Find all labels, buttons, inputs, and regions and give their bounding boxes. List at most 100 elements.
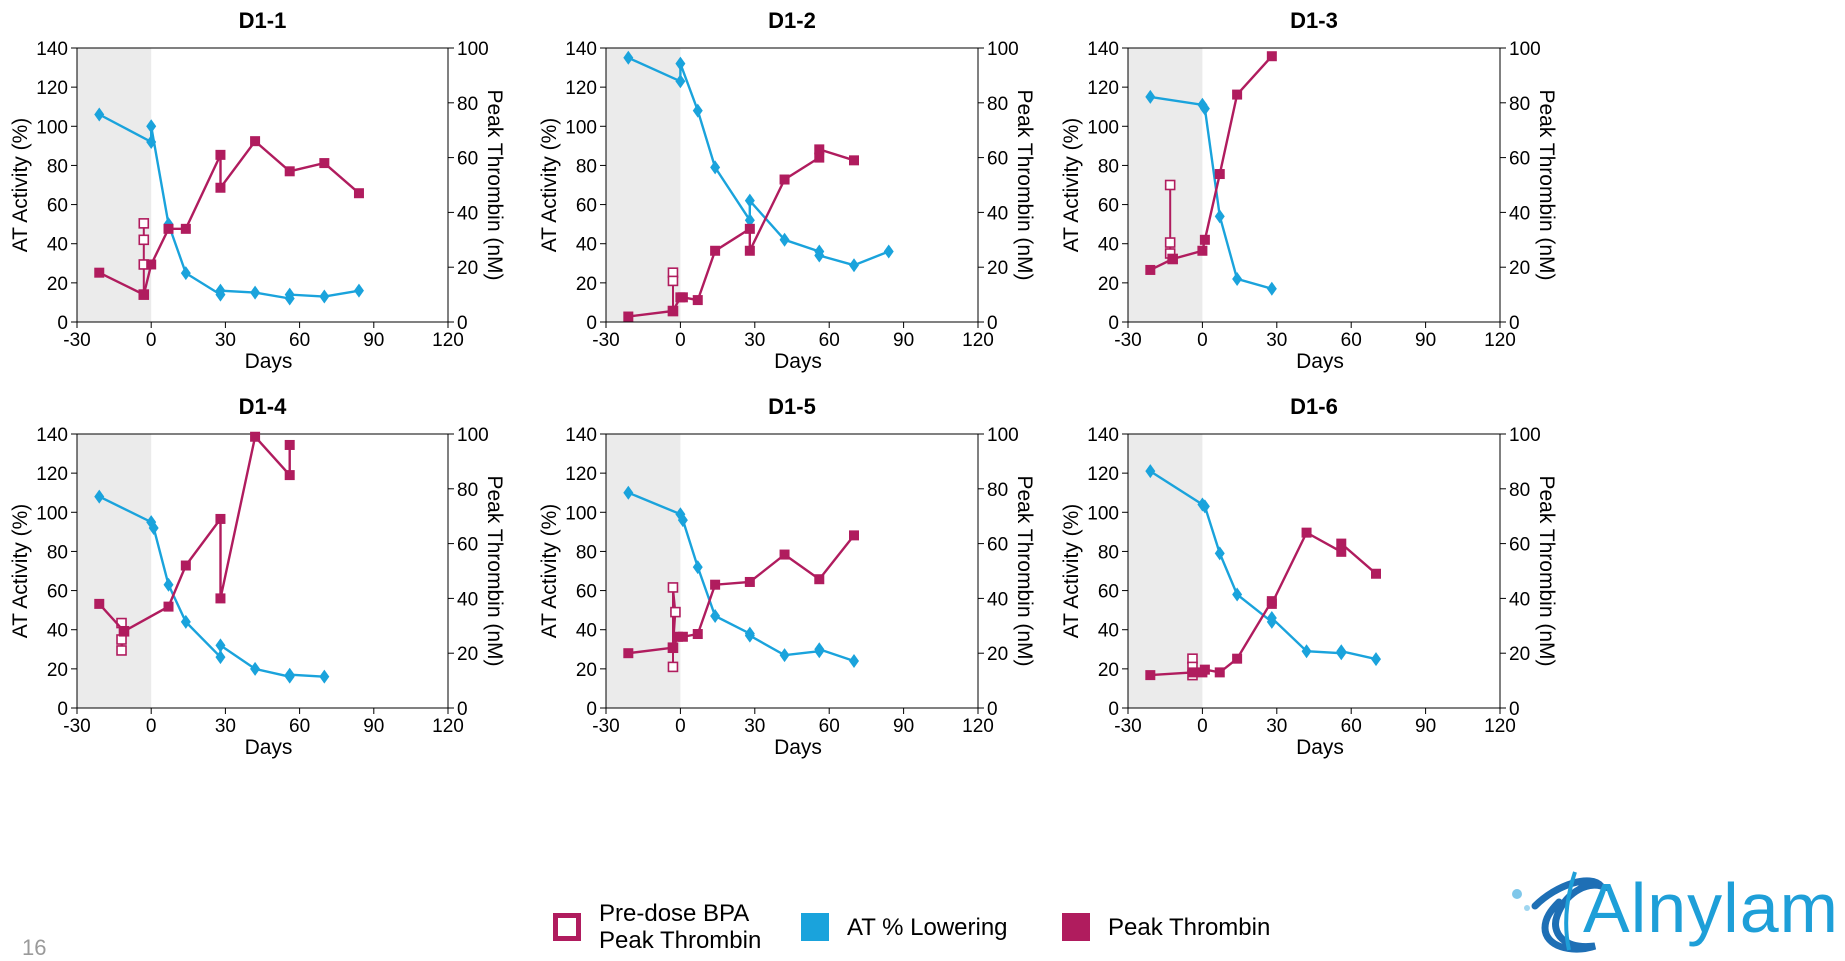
- data-point-peak-thrombin: [1336, 546, 1347, 557]
- y2-tick-label: 20: [1509, 644, 1530, 665]
- data-point-peak-thrombin: [779, 174, 790, 185]
- data-point-peak-thrombin: [710, 245, 721, 256]
- data-point-peak-thrombin: [138, 289, 149, 300]
- data-point-at-lowering: [353, 283, 364, 298]
- y-tick-label: 0: [57, 699, 68, 720]
- x-tick-label: 30: [1266, 330, 1287, 351]
- data-point-peak-thrombin: [163, 601, 174, 612]
- series-line-at-lowering: [1150, 95, 1273, 290]
- y-tick-label: 80: [47, 156, 68, 177]
- data-point-pre-dose-thrombin: [667, 582, 679, 593]
- legend-label-pre-dose: Pre-dose BPA Peak Thrombin: [599, 900, 761, 954]
- data-point-peak-thrombin: [1232, 89, 1243, 100]
- data-point-peak-thrombin: [284, 470, 295, 481]
- data-point-peak-thrombin: [1266, 51, 1277, 62]
- data-point-peak-thrombin: [1266, 598, 1277, 609]
- y-tick-label: 40: [576, 235, 597, 256]
- y-axis-label: AT Activity (%): [538, 118, 561, 253]
- data-point-at-lowering: [1266, 281, 1277, 296]
- x-tick-label: 30: [744, 330, 765, 351]
- chart-5: D1-5-30 0 30 60 90 12002040608010012014002040…: [538, 394, 1036, 759]
- x-tick-label: 60: [819, 330, 840, 351]
- y-axis-label: AT Activity (%): [9, 504, 32, 639]
- data-point-pre-dose-thrombin: [1164, 179, 1176, 191]
- data-point-at-lowering: [319, 669, 330, 684]
- y2-tick-label: 100: [987, 425, 1019, 446]
- y-tick-label: 0: [586, 699, 597, 720]
- series-line-pre-dose-thrombin: [672, 587, 677, 667]
- data-point-at-lowering: [675, 56, 686, 71]
- company-logo: Alnylam: [1505, 866, 1845, 953]
- x-axis-label: Days: [774, 350, 822, 373]
- y-tick-label: 80: [576, 542, 597, 563]
- y-tick-label: 40: [47, 235, 68, 256]
- y2-tick-label: 40: [1509, 589, 1530, 610]
- data-point-at-lowering: [1301, 644, 1312, 659]
- y2-tick-label: 0: [1509, 313, 1520, 334]
- x-tick-label: 0: [675, 330, 686, 351]
- y-tick-label: 0: [1108, 313, 1119, 334]
- data-point-pre-dose-thrombin: [138, 218, 150, 229]
- y-tick-label: 60: [1098, 196, 1119, 217]
- data-point-peak-thrombin: [677, 292, 688, 303]
- x-tick-label: -30: [63, 330, 90, 351]
- y2-tick-label: 80: [1509, 94, 1530, 115]
- data-point-at-lowering: [710, 609, 721, 624]
- x-tick-label: 30: [744, 716, 765, 737]
- y2-tick-label: 60: [987, 535, 1008, 556]
- data-point-peak-thrombin: [215, 182, 226, 193]
- plot-frame: [1127, 47, 1501, 323]
- data-point-peak-thrombin: [623, 648, 634, 659]
- data-point-at-lowering: [146, 119, 157, 134]
- y-tick-label: 120: [36, 464, 68, 485]
- data-point-at-lowering: [1145, 89, 1156, 104]
- chart-1: D1-1-30 0 30 60 90 12002040608010012014002040…: [9, 8, 506, 373]
- data-point-at-lowering: [623, 50, 634, 65]
- shaded-region: [77, 434, 152, 708]
- data-point-pre-dose-thrombin: [667, 275, 679, 287]
- y2-tick-label: 80: [987, 94, 1008, 115]
- y2-tick-label: 20: [457, 644, 478, 665]
- y-tick-label: 140: [36, 425, 68, 446]
- data-point-peak-thrombin: [779, 549, 790, 560]
- data-point-pre-dose-thrombin: [138, 234, 150, 246]
- data-point-at-lowering: [1145, 464, 1156, 479]
- y2-tick-label: 0: [457, 313, 468, 334]
- y2-axis-label: Peak Thrombin (nM): [483, 89, 506, 280]
- y-tick-label: 120: [565, 78, 597, 99]
- y2-tick-label: 40: [987, 203, 1008, 224]
- data-point-at-lowering: [1214, 546, 1225, 561]
- x-tick-label: -30: [1114, 330, 1141, 351]
- data-point-pre-dose-thrombin: [1164, 237, 1176, 248]
- y-tick-label: 80: [1098, 156, 1119, 177]
- data-point-peak-thrombin: [284, 166, 295, 177]
- y2-tick-label: 0: [1509, 699, 1520, 720]
- data-point-at-lowering: [814, 642, 825, 657]
- x-tick-label: -30: [592, 716, 619, 737]
- data-point-pre-dose-thrombin: [116, 645, 127, 656]
- y2-tick-label: 20: [1509, 258, 1530, 279]
- series-line-peak-thrombin: [628, 534, 855, 655]
- shaded-region: [77, 48, 152, 322]
- y2-tick-label: 80: [1509, 480, 1530, 501]
- x-tick-label: 90: [1415, 716, 1436, 737]
- series-peak-thrombin: [623, 144, 859, 322]
- data-point-peak-thrombin: [1145, 264, 1156, 275]
- data-point-at-lowering: [692, 560, 703, 575]
- series-peak-thrombin: [623, 530, 859, 659]
- data-point-peak-thrombin: [215, 149, 226, 160]
- y-tick-label: 140: [565, 39, 597, 60]
- y2-tick-label: 100: [987, 39, 1019, 60]
- page-number: 16: [22, 935, 47, 960]
- y2-tick-label: 60: [987, 149, 1008, 170]
- y2-axis-label: Peak Thrombin (nM): [483, 475, 506, 666]
- legend-label-at-lowering: AT % Lowering: [847, 913, 1008, 941]
- data-point-at-lowering: [1214, 209, 1225, 224]
- y-tick-label: 40: [47, 621, 68, 642]
- x-tick-label: 0: [146, 716, 157, 737]
- y-tick-label: 80: [1098, 542, 1119, 563]
- y2-axis-label: Peak Thrombin (nM): [1013, 89, 1036, 280]
- y2-tick-label: 60: [457, 149, 478, 170]
- x-tick-label: 90: [893, 716, 914, 737]
- y-tick-label: 100: [565, 503, 597, 524]
